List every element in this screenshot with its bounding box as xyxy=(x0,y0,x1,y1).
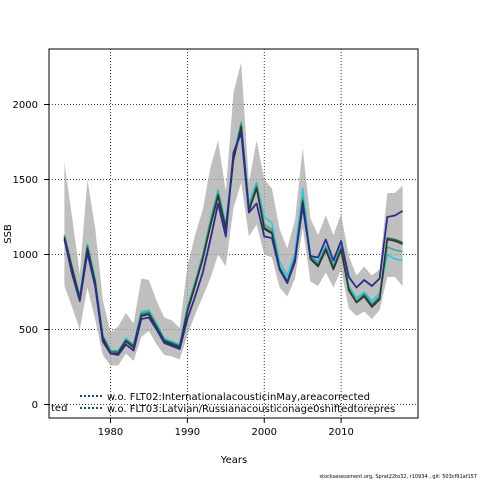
y-axis: 0 500 1000 1500 2000 xyxy=(13,100,49,411)
x-tick-label-2000: 2000 xyxy=(252,427,277,438)
confidence-band xyxy=(64,62,403,366)
footer-text: stockassessment.org, Sprat22to32, r10934… xyxy=(320,474,477,480)
y-tick-label-500: 500 xyxy=(19,325,38,336)
x-axis: 1980 1990 2000 2010 xyxy=(98,418,354,438)
series-lines xyxy=(63,121,404,356)
y-axis-title: SSB xyxy=(3,224,14,244)
legend-truncated-text: ted xyxy=(51,403,67,414)
y-tick-label-0: 0 xyxy=(32,400,38,411)
x-tick-label-2010: 2010 xyxy=(328,427,353,438)
legend: ted w.o. FLT02:InternationalacousticinMa… xyxy=(51,392,395,415)
x-axis-title: Years xyxy=(220,455,247,466)
series-line-5 xyxy=(63,132,404,356)
confidence-band-area xyxy=(64,62,403,366)
legend-item-flt02: w.o. FLT02:InternationalacousticinMay,ar… xyxy=(80,392,370,403)
plot-frame xyxy=(48,48,419,419)
legend-label-flt02: w.o. FLT02:InternationalacousticinMay,ar… xyxy=(107,392,370,403)
legend-item-flt03: w.o. FLT03:Latvian/Russianacousticonage0… xyxy=(80,404,395,415)
y-tick-label-1000: 1000 xyxy=(13,250,38,261)
x-tick-label-1980: 1980 xyxy=(98,427,123,438)
legend-label-flt03: w.o. FLT03:Latvian/Russianacousticonage0… xyxy=(107,404,395,415)
y-tick-label-1500: 1500 xyxy=(13,175,38,186)
y-tick-label-2000: 2000 xyxy=(13,100,38,111)
x-tick-label-1990: 1990 xyxy=(175,427,200,438)
